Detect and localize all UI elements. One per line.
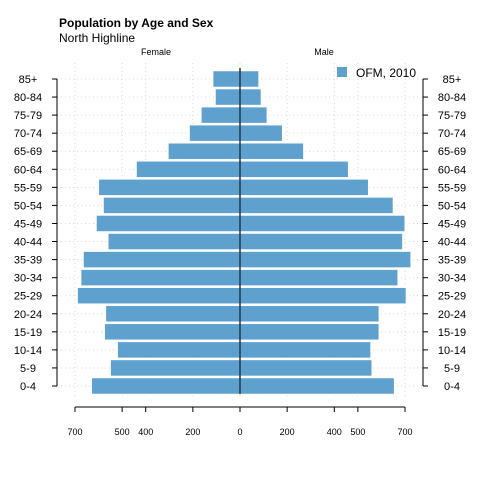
bar-female-65-69 <box>167 142 241 160</box>
bar-female-85+ <box>212 70 241 88</box>
y-tick-label-right-15-19: 15-19 <box>438 327 466 339</box>
chart-title: Population by Age and Sex <box>59 16 214 30</box>
y-tick-label-right-60-64: 60-64 <box>438 164 466 176</box>
bar-male-25-29 <box>239 286 407 305</box>
x-tick-label: 500 <box>115 427 130 437</box>
x-tick-label: 200 <box>280 427 295 437</box>
y-tick-label-left-5-9: 5-9 <box>20 363 36 375</box>
bar-male-75-79 <box>239 106 268 124</box>
bar-male-55-59 <box>239 178 369 197</box>
x-tick-label: 400 <box>327 427 342 437</box>
bar-male-70-74 <box>239 124 283 142</box>
bar-female-30-34 <box>80 268 241 287</box>
bar-male-20-24 <box>239 305 380 323</box>
legend-label: OFM, 2010 <box>356 66 416 80</box>
bar-male-0-4 <box>239 377 395 395</box>
y-tick-label-left-0-4: 0-4 <box>20 381 36 393</box>
chart-subtitle: North Highline <box>59 31 135 45</box>
y-tick-label-left-35-39: 35-39 <box>14 255 42 267</box>
y-tick-label-left-45-49: 45-49 <box>14 218 42 230</box>
x-tick-label: 700 <box>67 427 82 437</box>
y-tick-label-right-70-74: 70-74 <box>438 128 466 140</box>
y-tick-label-left-30-34: 30-34 <box>14 273 42 285</box>
y-tick-label-right-55-59: 55-59 <box>438 182 466 194</box>
y-tick-label-right-25-29: 25-29 <box>438 291 466 303</box>
bar-female-40-44 <box>107 232 241 251</box>
legend-swatch <box>337 67 347 77</box>
bar-female-5-9 <box>109 359 241 377</box>
bars-layer <box>76 68 412 395</box>
y-tick-label-right-30-34: 30-34 <box>438 273 466 285</box>
y-tick-label-left-10-14: 10-14 <box>14 345 42 357</box>
y-tick-label-right-10-14: 10-14 <box>438 345 466 357</box>
y-tick-label-left-25-29: 25-29 <box>14 291 42 303</box>
y-tick-label-right-0-4: 0-4 <box>444 381 460 393</box>
bar-female-25-29 <box>76 286 241 305</box>
bar-female-10-14 <box>116 341 241 359</box>
x-tick-label: 700 <box>397 427 412 437</box>
axes-layer: 0-4 5-9 10-14 15-19 20-24 25-29 30-34 35-39 40-4… <box>14 74 466 437</box>
male-side-label: Male <box>314 47 334 57</box>
y-tick-label-right-50-54: 50-54 <box>438 200 466 212</box>
bar-female-0-4 <box>91 377 241 395</box>
y-tick-label-left-50-54: 50-54 <box>14 200 42 212</box>
bar-female-60-64 <box>135 160 241 179</box>
bar-male-10-14 <box>239 341 372 359</box>
bar-male-30-34 <box>239 268 399 287</box>
y-tick-label-left-65-69: 65-69 <box>14 146 42 158</box>
y-tick-label-right-75-79: 75-79 <box>438 110 466 122</box>
bar-male-40-44 <box>239 232 404 251</box>
bar-female-70-74 <box>188 124 241 142</box>
x-tick-label: 200 <box>185 427 200 437</box>
y-tick-label-right-85+: 85+ <box>443 74 462 86</box>
y-tick-label-left-75-79: 75-79 <box>14 110 42 122</box>
bar-male-15-19 <box>239 323 380 341</box>
y-tick-label-right-65-69: 65-69 <box>438 146 466 158</box>
bar-male-50-54 <box>239 196 394 215</box>
bar-female-75-79 <box>200 106 241 124</box>
bar-female-15-19 <box>103 323 241 341</box>
y-tick-label-right-5-9: 5-9 <box>444 363 460 375</box>
bar-male-35-39 <box>239 250 412 269</box>
y-tick-label-left-60-64: 60-64 <box>14 164 42 176</box>
y-tick-label-right-80-84: 80-84 <box>438 92 466 104</box>
female-side-label: Female <box>141 47 171 57</box>
y-tick-label-right-40-44: 40-44 <box>438 237 466 249</box>
bar-female-35-39 <box>82 250 241 269</box>
bar-male-45-49 <box>239 214 406 233</box>
y-tick-label-left-70-74: 70-74 <box>14 128 42 140</box>
bar-male-60-64 <box>239 160 349 179</box>
bar-female-50-54 <box>102 196 241 215</box>
bar-male-80-84 <box>239 88 262 106</box>
y-tick-label-left-40-44: 40-44 <box>14 237 42 249</box>
y-tick-label-left-80-84: 80-84 <box>14 92 42 104</box>
bar-male-85+ <box>239 70 260 88</box>
y-tick-label-right-35-39: 35-39 <box>438 255 466 267</box>
bar-female-55-59 <box>98 178 241 197</box>
y-tick-label-left-85+: 85+ <box>19 74 38 86</box>
y-tick-label-right-20-24: 20-24 <box>438 309 466 321</box>
bar-male-5-9 <box>239 359 373 377</box>
bar-female-45-49 <box>95 214 241 233</box>
x-tick-label: 0 <box>237 427 242 437</box>
x-tick-label: 500 <box>350 427 365 437</box>
y-tick-label-left-55-59: 55-59 <box>14 182 42 194</box>
legend: OFM, 2010 <box>337 66 416 80</box>
bar-female-80-84 <box>214 88 241 106</box>
y-tick-label-left-20-24: 20-24 <box>14 309 42 321</box>
bar-female-20-24 <box>105 305 241 323</box>
y-tick-label-right-45-49: 45-49 <box>438 218 466 230</box>
y-tick-label-left-15-19: 15-19 <box>14 327 42 339</box>
bar-male-65-69 <box>239 142 305 160</box>
x-tick-label: 400 <box>138 427 153 437</box>
